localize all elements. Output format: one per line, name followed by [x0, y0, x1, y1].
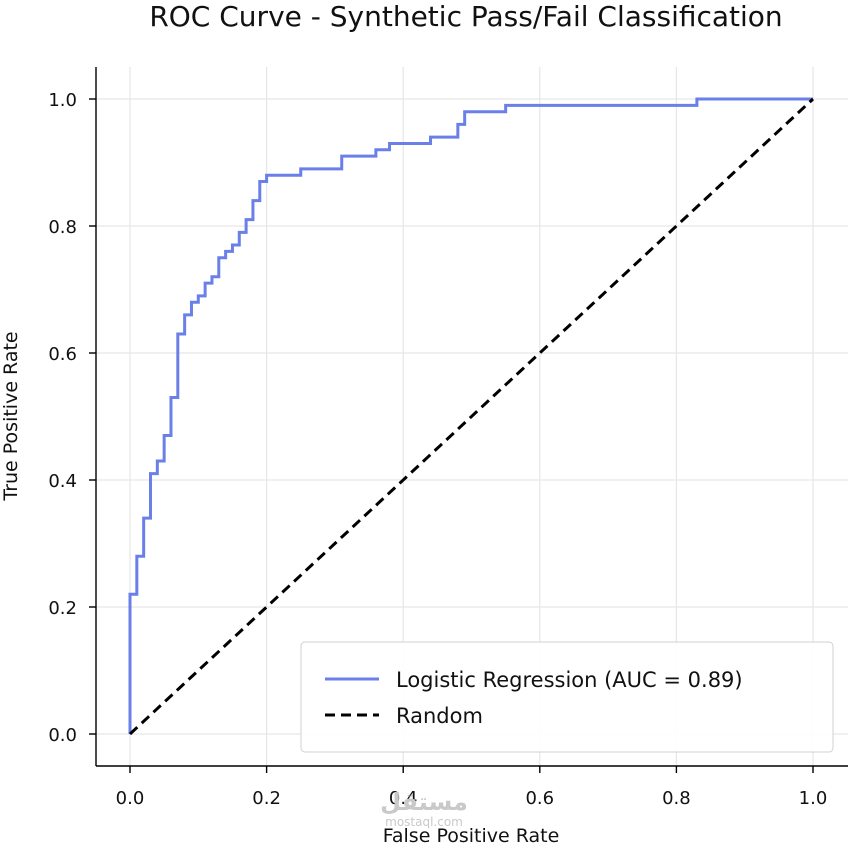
- random-baseline-line: [128, 97, 815, 736]
- y-tick-label-5: 1.0: [48, 90, 77, 111]
- legend: Logistic Regression (AUC = 0.89) Random: [300, 641, 834, 753]
- y-tick-label-4: 0.8: [48, 217, 77, 238]
- legend-box: [300, 641, 834, 753]
- roc-curve-line: [128, 97, 813, 734]
- y-ticks: 0.0 0.2 0.4 0.6 0.8 1.0: [48, 90, 96, 746]
- grid: [96, 67, 848, 766]
- chart-title: ROC Curve - Synthetic Pass/Fail Classifi…: [149, 0, 782, 33]
- y-axis-label: True Positive Rate: [0, 331, 22, 501]
- y-tick-label-0: 0.0: [48, 725, 77, 746]
- series-group: [128, 97, 815, 736]
- x-tick-label-2: 0.4: [389, 788, 418, 809]
- x-tick-label-1: 0.2: [252, 788, 281, 809]
- y-tick-label-1: 0.2: [48, 598, 77, 619]
- y-tick-label-3: 0.6: [48, 344, 77, 365]
- watermark-logo: مستقل mostaql.com: [380, 788, 468, 829]
- x-tick-label-3: 0.6: [525, 788, 554, 809]
- x-tick-label-5: 1.0: [799, 788, 828, 809]
- legend-label-random: Random: [396, 704, 483, 728]
- axes: [95, 67, 848, 767]
- legend-label-logistic: Logistic Regression (AUC = 0.89): [396, 668, 743, 692]
- x-tick-label-4: 0.8: [662, 788, 691, 809]
- watermark-subtext: mostaql.com: [385, 815, 463, 829]
- x-ticks: 0.0 0.2 0.4 0.6 0.8 1.0: [116, 766, 828, 809]
- y-tick-label-2: 0.4: [48, 471, 77, 492]
- x-axis-label: False Positive Rate: [383, 825, 560, 847]
- watermark-text: مستقل: [380, 788, 468, 816]
- x-tick-label-0: 0.0: [116, 788, 145, 809]
